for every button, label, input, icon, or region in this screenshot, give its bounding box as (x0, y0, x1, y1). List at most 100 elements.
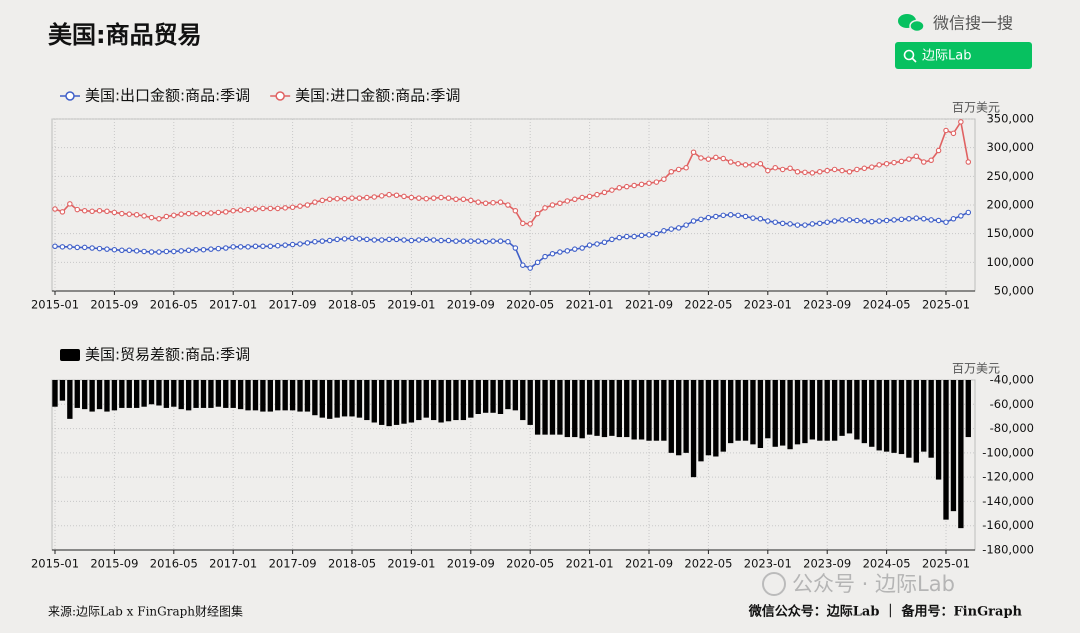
point (653, 179, 660, 185)
x-tick-label: 2020-05 (506, 557, 554, 571)
point (920, 216, 927, 222)
point (876, 218, 882, 224)
bar (534, 380, 541, 435)
x-tick-label: 2016-05 (150, 557, 198, 571)
point (386, 191, 392, 198)
point (631, 233, 637, 240)
point (935, 147, 942, 154)
point (824, 219, 830, 225)
point (408, 237, 415, 244)
point (765, 218, 771, 224)
bar (445, 380, 452, 422)
point (356, 236, 363, 242)
bar (401, 380, 407, 424)
bar (624, 380, 630, 438)
bar (579, 380, 585, 439)
bar (772, 380, 778, 447)
point (505, 238, 511, 245)
bar (676, 380, 682, 456)
search-button[interactable]: 边际Lab (895, 42, 1032, 69)
bar (304, 380, 311, 412)
point (646, 232, 652, 238)
point (230, 207, 236, 214)
y-tick-label: 250,000 (986, 169, 1034, 183)
bar (698, 380, 704, 462)
point (319, 238, 326, 244)
point (609, 236, 615, 243)
bar (96, 380, 103, 410)
bar (906, 380, 912, 458)
bar (475, 380, 481, 414)
bar (59, 380, 66, 401)
bar (67, 380, 73, 419)
point (735, 212, 741, 219)
point (89, 245, 95, 251)
point (831, 218, 838, 224)
point (742, 213, 749, 220)
x-tick-label: 2015-01 (31, 557, 79, 571)
point (185, 210, 192, 217)
bar (921, 380, 927, 452)
x-tick-label: 2022-05 (684, 557, 732, 571)
point (779, 166, 786, 173)
point (898, 216, 905, 223)
point (765, 167, 771, 174)
point (854, 217, 860, 224)
bar (297, 380, 303, 412)
bar (653, 380, 660, 441)
point (81, 207, 88, 214)
point (334, 195, 340, 202)
point (74, 206, 81, 213)
point (445, 237, 452, 244)
point (393, 236, 400, 243)
point (497, 238, 504, 244)
x-tick-label: 2023-01 (744, 298, 792, 312)
legend-label: 美国:进口金额:商品:季调 (295, 87, 460, 105)
x-tick-label: 2017-01 (209, 298, 257, 312)
bar (542, 380, 548, 435)
bar (327, 380, 333, 419)
point (920, 159, 927, 165)
bar (690, 380, 697, 478)
point (564, 248, 571, 254)
point (341, 236, 348, 242)
bar (460, 380, 467, 421)
point (623, 233, 630, 240)
bar (252, 380, 259, 411)
point (794, 168, 801, 175)
point (854, 166, 860, 173)
point (757, 216, 764, 222)
point (542, 253, 548, 260)
bar (312, 380, 318, 416)
point (713, 213, 719, 220)
point (74, 244, 81, 251)
bar (126, 380, 132, 408)
point (423, 236, 430, 243)
x-tick-label: 2017-01 (209, 557, 257, 571)
point (148, 214, 155, 221)
bar (572, 380, 578, 438)
point (928, 217, 934, 223)
point (512, 207, 519, 214)
point (245, 244, 251, 250)
bar (386, 380, 392, 427)
point (534, 259, 541, 266)
bar (831, 380, 838, 441)
y-tick-label: -180,000 (982, 543, 1034, 557)
bar (705, 380, 712, 456)
watermark-text: 公众号 · 边际Lab (792, 572, 955, 596)
search-button-label[interactable]: 边际Lab (922, 49, 971, 64)
point (831, 166, 838, 173)
point (193, 210, 199, 217)
point (126, 247, 133, 254)
bar (490, 380, 496, 413)
bar (505, 380, 511, 410)
wechat-icon (898, 14, 925, 33)
point (527, 265, 533, 271)
bar (765, 380, 771, 439)
x-tick-label: 2019-01 (387, 298, 435, 312)
bar (520, 380, 526, 421)
point (579, 245, 585, 251)
point (267, 205, 274, 212)
point (757, 160, 764, 167)
